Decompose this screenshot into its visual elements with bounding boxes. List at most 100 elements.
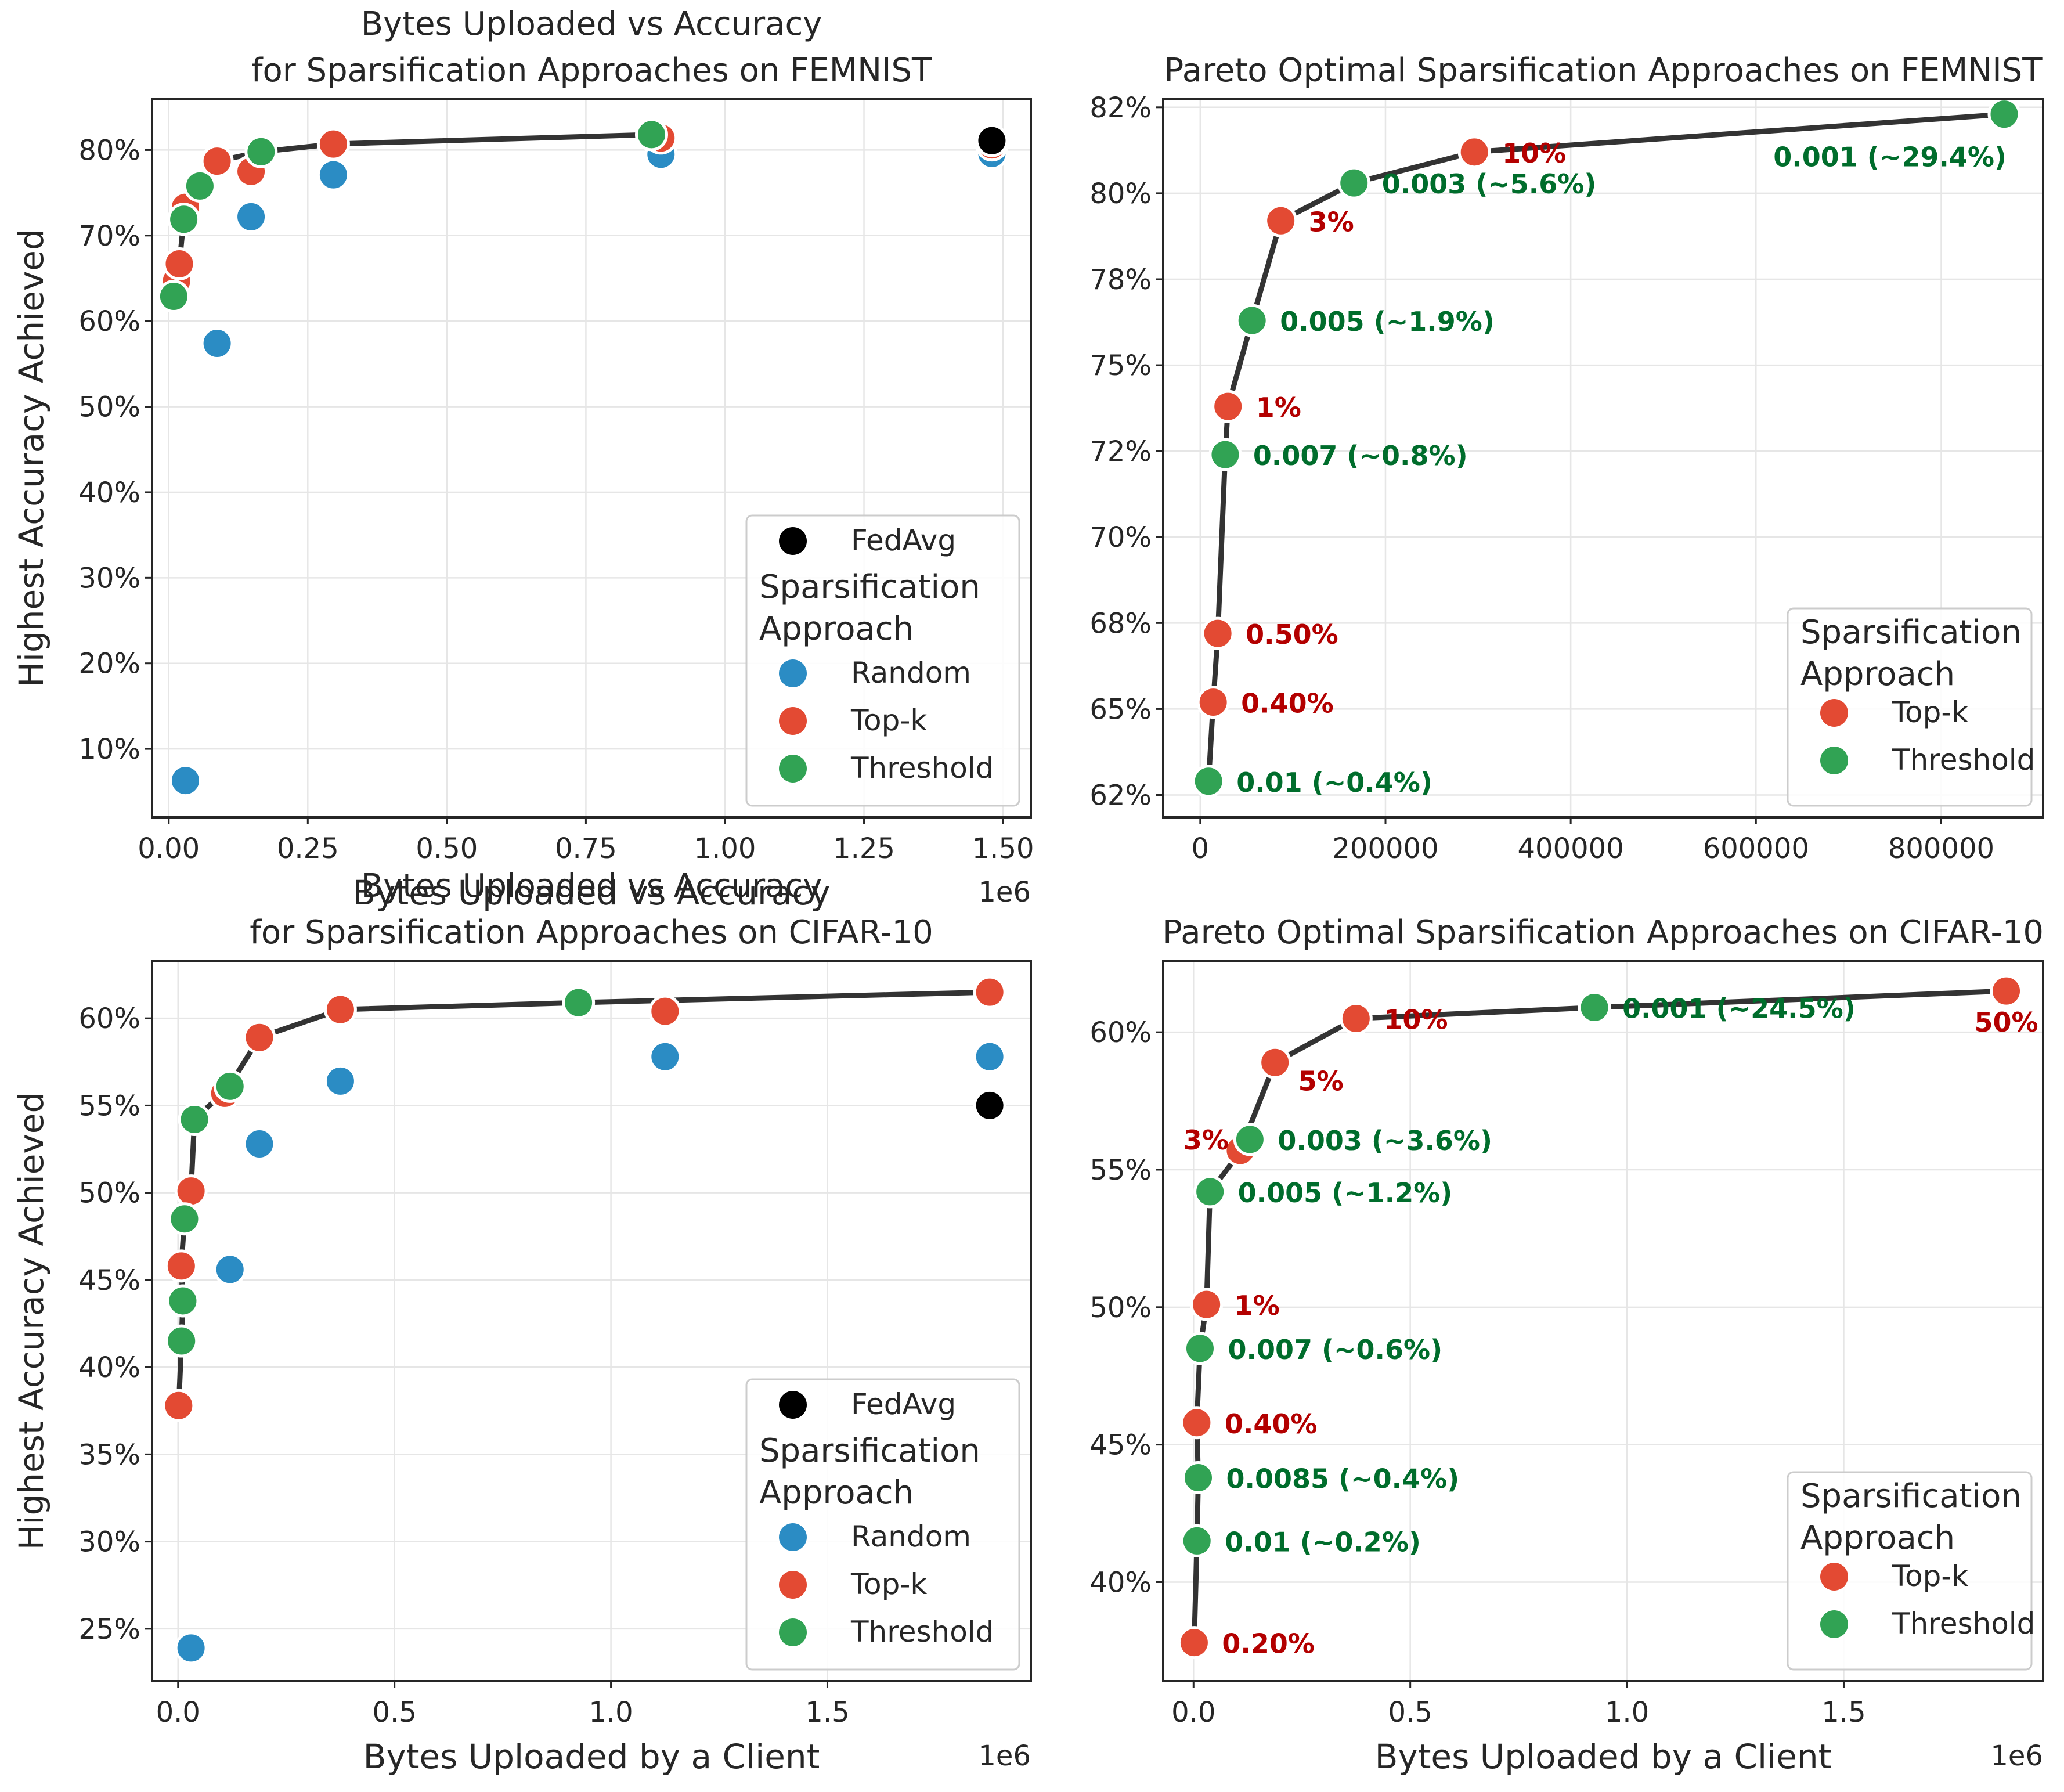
legend-marker-top-k (779, 707, 807, 735)
point-top-k (174, 1174, 208, 1208)
point-random (648, 1040, 682, 1073)
y-tick-label: 62% (1089, 779, 1152, 812)
legend-marker-top-k (1820, 699, 1848, 727)
x-tick-label: 0.5 (1388, 1696, 1432, 1729)
y-tick-label: 60% (78, 1003, 140, 1035)
series-top-k (1177, 974, 2023, 1660)
point-top-k (1190, 1288, 1224, 1321)
point-top-k (1264, 204, 1298, 237)
x-axis-ticks: 0 200000 400000 600000 800000 (1192, 817, 1994, 865)
point-top-k (1990, 974, 2023, 1008)
x-tick-label: 0.00 (138, 832, 200, 865)
annotations: 50% 10% 5% 3% 1% 0.40% 0.20% 0.001 (~24.5%) 0.00… (1183, 993, 2038, 1660)
point-fedavg (973, 1088, 1006, 1122)
point-threshold (1233, 1123, 1266, 1156)
legend-title: Sparsification Approach (759, 1432, 980, 1512)
annotation-label: 0.0085 (~0.4%) (1226, 1463, 1459, 1494)
point-random (323, 1064, 357, 1098)
y-tick-label: 82% (1089, 92, 1152, 124)
point-random (973, 1040, 1006, 1073)
series-random (174, 1040, 1006, 1665)
annotations: 10% 3% 1% 0.50% 0.40% 0.001 (~29.4%) 0.003 (~5… (1236, 138, 2007, 798)
y-tick-label: 50% (1089, 1292, 1152, 1324)
point-threshold (1235, 304, 1269, 337)
x-tick-label: 0.5 (372, 1696, 416, 1729)
chart-title-line-1: Pareto Optimal Sparsification Approaches… (1163, 914, 2044, 951)
legend-title-line-2: Approach (1800, 655, 1955, 693)
y-tick-label: 50% (78, 1177, 140, 1210)
point-top-k (648, 994, 682, 1028)
point-random (213, 1253, 247, 1286)
legend-label-top-k: Top-k (850, 1567, 927, 1601)
chart-title-line-2: for Sparsification Approaches on FEMNIST (251, 52, 932, 89)
legend-title-line-1: Sparsification (759, 568, 980, 606)
y-tick-label: 10% (78, 733, 140, 766)
y-tick-label: 20% (78, 648, 140, 680)
x-axis-ticks: 0.00 0.25 0.50 0.75 1.00 1.25 1.50 (138, 817, 1034, 865)
legend-marker-threshold (1820, 1610, 1848, 1638)
point-top-k (323, 993, 357, 1026)
point-threshold (244, 135, 278, 168)
y-tick-label: 40% (1089, 1566, 1152, 1599)
y-axis-ticks: 40% 45% 50% 55% 60% (1089, 1016, 1163, 1599)
x-axis-offset-label: 1e6 (1990, 1740, 2043, 1772)
point-top-k (1177, 1626, 1211, 1660)
y-tick-label: 25% (78, 1613, 140, 1646)
y-axis-ticks: 10% 20% 30% 40% 50% 60% 70% 80% (78, 134, 152, 766)
annotation-label: 0.20% (1222, 1628, 1315, 1660)
legend-label-top-k: Top-k (850, 704, 927, 737)
x-axis-ticks: 0.0 0.5 1.0 1.5 (156, 1681, 850, 1729)
legend-box (1787, 1471, 2033, 1671)
legend-label-threshold: Threshold (1892, 743, 2035, 777)
axes-frame (1162, 98, 2044, 819)
y-tick-label: 68% (1089, 607, 1152, 640)
y-tick-label: 72% (1089, 435, 1152, 468)
y-tick-label: 75% (1089, 349, 1152, 382)
point-threshold (634, 118, 668, 152)
point-random (234, 200, 268, 233)
chart-title: Bytes Uploaded vs Accuracy for Sparsifica… (251, 5, 932, 89)
chart-title-line-2: for Sparsification Approaches on CIFAR-1… (250, 914, 933, 951)
x-axis-offset-label: 1e6 (978, 876, 1031, 908)
point-top-k (316, 127, 350, 161)
legend-title-line-1: Sparsification (1800, 614, 2022, 651)
axes-frame (151, 98, 1032, 819)
legend-marker-threshold (1820, 747, 1848, 774)
point-threshold (1181, 1461, 1215, 1494)
x-axis-offset-label: 1e6 (978, 1740, 1031, 1772)
legend-title-line-1: Sparsification (759, 1432, 980, 1470)
pareto-front-line (176, 989, 993, 1408)
legend-marker-random (779, 1523, 807, 1551)
legend-marker-threshold (779, 755, 807, 783)
legend-marker-fedavg (779, 527, 807, 555)
point-threshold (1337, 166, 1371, 200)
annotation-label: 0.007 (~0.6%) (1228, 1334, 1442, 1365)
point-threshold (166, 1284, 200, 1318)
legend-title-line-1: Sparsification (1800, 1477, 2022, 1515)
point-threshold (1208, 438, 1242, 471)
y-tick-label: 60% (1089, 1016, 1152, 1049)
point-threshold (1987, 98, 2021, 131)
legend-marker-top-k (1820, 1563, 1848, 1591)
y-tick-label: 35% (78, 1438, 140, 1471)
y-tick-label: 45% (1089, 1429, 1152, 1462)
annotation-label: 0.001 (~24.5%) (1622, 993, 1856, 1025)
chart-panel-1: 0.00 0.25 0.50 0.75 1.00 1.25 1.50 10% 20% 30% 40%… (12, 5, 1034, 913)
legend-box (745, 514, 1020, 807)
point-random (168, 764, 202, 798)
y-tick-label: 55% (78, 1090, 140, 1122)
annotation-label: 50% (1974, 1007, 2038, 1038)
point-threshold (1192, 765, 1225, 798)
annotation-label: 3% (1309, 206, 1354, 237)
y-tick-label: 78% (1089, 264, 1152, 296)
annotation-label: 0.01 (~0.4%) (1236, 767, 1432, 798)
annotation-label: 0.01 (~0.2%) (1225, 1526, 1421, 1557)
x-tick-label: 1.5 (805, 1696, 849, 1729)
point-top-k (200, 145, 234, 178)
legend-title: Sparsification Approach (1800, 614, 2022, 693)
annotation-label: 1% (1256, 392, 1301, 423)
y-tick-label: 80% (78, 134, 140, 167)
legend-label-top-k: Top-k (1892, 695, 1968, 729)
y-tick-label: 70% (1089, 521, 1152, 554)
x-tick-label: 1.0 (1605, 1696, 1649, 1729)
